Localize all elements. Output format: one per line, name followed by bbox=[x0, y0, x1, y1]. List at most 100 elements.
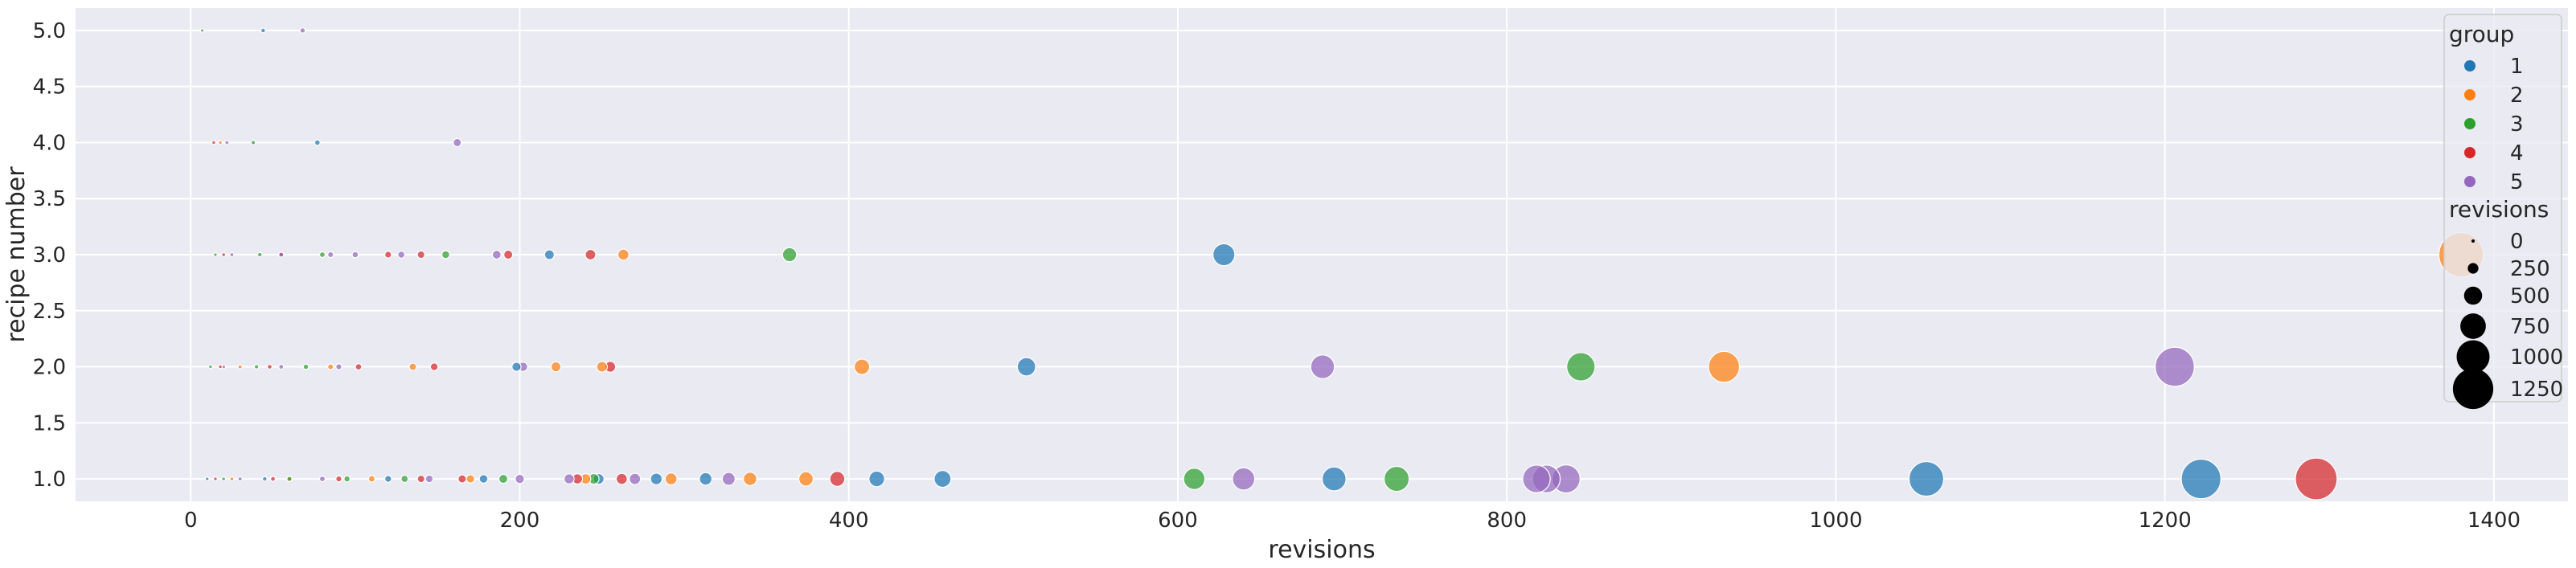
y-tick-label: 1.0 bbox=[33, 468, 66, 492]
data-point-group-5 bbox=[237, 476, 243, 482]
data-point-group-4 bbox=[615, 472, 628, 485]
data-point-group-5 bbox=[326, 251, 334, 259]
data-point-group-2 bbox=[466, 474, 475, 484]
x-axis-label: revisions bbox=[1268, 536, 1375, 564]
legend-hue-title: group bbox=[2449, 21, 2514, 47]
data-point-group-5 bbox=[397, 251, 406, 259]
data-point-group-1 bbox=[2180, 458, 2221, 500]
legend-size-label: 1000 bbox=[2510, 345, 2563, 370]
x-tick-label: 800 bbox=[1487, 509, 1527, 533]
data-point-group-1 bbox=[511, 362, 522, 372]
legend-size-marker bbox=[2467, 263, 2479, 274]
data-point-group-2 bbox=[617, 248, 630, 261]
x-tick-labels: 0 200 400 600 800 1000 1200 1400 bbox=[184, 509, 2521, 533]
data-point-group-5 bbox=[224, 140, 230, 145]
data-point-group-1 bbox=[314, 139, 321, 146]
data-point-group-5 bbox=[453, 137, 462, 148]
data-point-group-4 bbox=[335, 475, 343, 483]
data-point-group-4 bbox=[270, 476, 277, 482]
x-tick-label: 1400 bbox=[2467, 509, 2521, 533]
data-point-group-3 bbox=[400, 475, 409, 484]
data-point-group-3 bbox=[318, 251, 326, 259]
data-point-group-4 bbox=[221, 252, 227, 257]
data-point-group-1 bbox=[260, 27, 266, 34]
data-point-group-1 bbox=[204, 476, 210, 481]
data-point-group-2 bbox=[326, 363, 334, 370]
data-point-group-3 bbox=[250, 140, 256, 145]
data-point-group-4 bbox=[266, 364, 273, 370]
data-point-group-3 bbox=[1183, 468, 1206, 490]
legend-size-marker bbox=[2463, 286, 2483, 305]
y-tick-label: 2.5 bbox=[33, 300, 66, 324]
data-point-group-5 bbox=[299, 27, 306, 34]
data-point-group-1 bbox=[478, 474, 489, 484]
data-point-group-3 bbox=[1566, 352, 1596, 382]
data-point-group-2 bbox=[229, 476, 235, 482]
x-tick-label: 200 bbox=[500, 509, 540, 533]
data-point-group-3 bbox=[781, 247, 798, 263]
x-tick-label: 1000 bbox=[1809, 509, 1862, 533]
x-tick-label: 600 bbox=[1158, 509, 1198, 533]
data-point-group-3 bbox=[207, 364, 213, 370]
data-point-group-5 bbox=[318, 476, 326, 483]
x-tick-label: 400 bbox=[829, 509, 869, 533]
legend-size-marker bbox=[2452, 368, 2494, 410]
legend-size-label: 750 bbox=[2510, 315, 2550, 339]
legend-size-title: revisions bbox=[2449, 196, 2549, 223]
legend-size-label: 250 bbox=[2510, 257, 2550, 281]
data-point-group-1 bbox=[1212, 243, 1236, 267]
y-tick-labels: 1.0 1.5 2.0 2.5 3.0 3.5 4.0 4.5 5.0 bbox=[33, 19, 66, 492]
data-point-group-4 bbox=[416, 474, 425, 484]
data-point-group-5 bbox=[1522, 464, 1551, 493]
data-point-group-2 bbox=[237, 364, 243, 370]
data-point-group-5 bbox=[278, 363, 285, 370]
data-point-group-2 bbox=[408, 362, 417, 371]
data-point-group-5 bbox=[564, 473, 575, 484]
data-point-group-1 bbox=[1908, 460, 1945, 497]
x-tick-label: 0 bbox=[184, 509, 198, 533]
data-point-group-3 bbox=[213, 252, 218, 257]
y-tick-label: 4.0 bbox=[33, 131, 66, 155]
legend-size-label: 0 bbox=[2510, 230, 2524, 254]
legend-marker-group-1 bbox=[2464, 60, 2476, 72]
data-point-group-3 bbox=[199, 28, 205, 33]
data-point-group-2 bbox=[596, 361, 609, 373]
data-point-group-4 bbox=[384, 251, 392, 259]
y-tick-label: 4.5 bbox=[33, 76, 66, 100]
data-point-group-1 bbox=[868, 470, 885, 488]
data-point-group-3 bbox=[498, 473, 509, 484]
data-point-group-3 bbox=[343, 475, 351, 483]
data-point-group-5 bbox=[1310, 354, 1335, 379]
data-point-group-1 bbox=[1016, 357, 1036, 377]
data-point-group-5 bbox=[491, 249, 502, 260]
y-axis-label: recipe number bbox=[2, 166, 31, 343]
data-point-group-4 bbox=[585, 248, 597, 261]
data-point-group-1 bbox=[261, 476, 268, 482]
legend-size-marker bbox=[2471, 239, 2475, 243]
legend: group revisions 1 2 3 4 5 0 250 500 750 1000 1250 bbox=[2443, 14, 2563, 410]
data-point-group-2 bbox=[218, 140, 223, 145]
data-point-group-4 bbox=[457, 474, 467, 484]
legend-label-group-2: 2 bbox=[2510, 84, 2524, 108]
data-point-group-1 bbox=[544, 249, 555, 260]
y-tick-label: 2.0 bbox=[33, 356, 66, 380]
legend-label-group-4: 4 bbox=[2510, 141, 2524, 165]
data-point-group-5 bbox=[629, 472, 642, 485]
legend-marker-group-4 bbox=[2464, 147, 2476, 158]
data-point-group-3 bbox=[221, 476, 227, 482]
legend-size-label: 1250 bbox=[2510, 378, 2563, 402]
data-point-group-3 bbox=[1383, 465, 1410, 492]
data-point-group-2 bbox=[664, 472, 678, 486]
y-tick-label: 3.5 bbox=[33, 187, 66, 211]
data-point-group-5 bbox=[721, 472, 736, 486]
data-point-group-2 bbox=[550, 361, 562, 373]
y-tick-label: 1.5 bbox=[33, 411, 66, 435]
legend-size-marker bbox=[2456, 340, 2490, 374]
legend-label-group-5: 5 bbox=[2510, 170, 2524, 194]
data-point-group-3 bbox=[256, 251, 263, 258]
data-point-group-3 bbox=[441, 250, 450, 259]
data-point-group-5 bbox=[278, 251, 285, 258]
data-point-group-4 bbox=[355, 363, 363, 371]
data-point-group-3 bbox=[286, 476, 293, 482]
